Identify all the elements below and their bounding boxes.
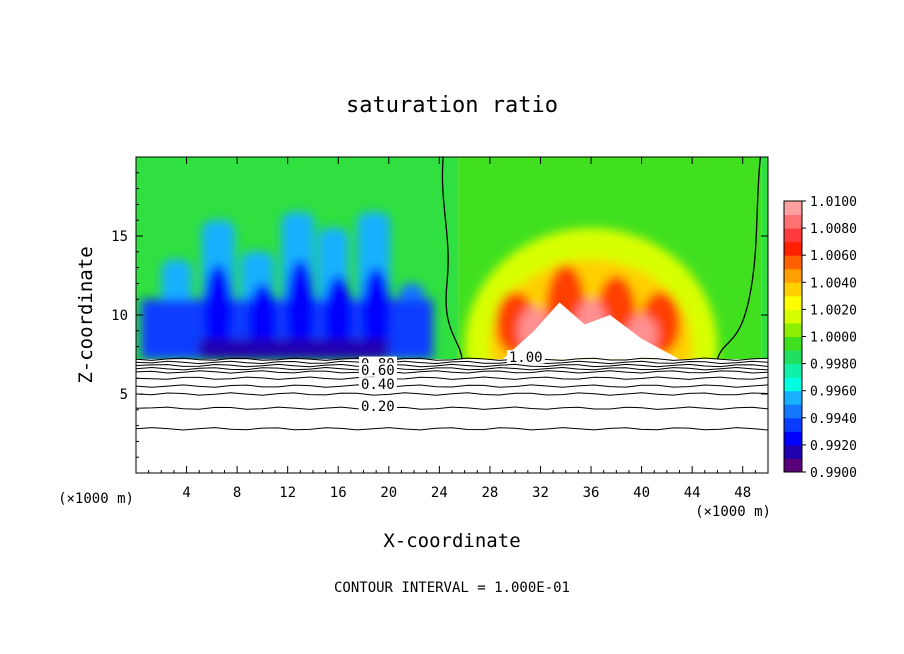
field-base-dark [199,338,389,360]
colorbar-swatch [784,309,802,324]
contour-line-2 [136,363,768,368]
x-tick-label: 48 [734,485,751,501]
chart-title: saturation ratio [346,93,558,118]
field-layer [136,157,768,473]
colorbar-swatch [784,228,802,243]
field-core-2 [286,259,315,360]
colorbar-swatch [784,336,802,351]
contour-line-7 [136,392,768,396]
contour-label-bg [358,362,397,376]
x-tick-label: 12 [279,485,296,501]
contour-label: 0.60 [361,363,395,379]
x-tick-label: 28 [481,485,498,501]
field-saturated-right [761,157,768,360]
contour-label: 1.00 [509,350,543,366]
contour-label: 0.20 [361,399,395,415]
x-tick-label: 8 [233,485,241,501]
x-tick-label: 4 [182,485,190,501]
colorbar-label: 1.0060 [810,249,857,264]
colorbar-swatch [784,201,802,216]
contour-line-1 [136,360,768,365]
y-axis-label: Z-coordinate [75,246,97,383]
contour-saturation-right [716,157,762,360]
field-clear-intrusion [502,302,680,360]
field-core-3 [324,275,353,360]
colorbar-swatch [784,431,802,446]
colorbar-swatch [784,282,802,297]
colorbar-swatch [784,363,802,378]
y-tick-label: 10 [111,308,128,324]
colorbar-swatch [784,444,802,459]
contour-saturation-left [441,157,463,360]
x-tick-label: 44 [684,485,701,501]
colorbar-swatch [784,268,802,283]
y-tick-label: 5 [120,387,128,403]
contour-lines [136,157,768,431]
colorbar: 1.0100 1.0080 1.0060 1.0040 1.0020 1.0000 0.99… [783,195,857,481]
colorbar-label: 0.9960 [810,385,857,400]
colorbar-swatch [784,350,802,365]
contour-interval-note: CONTOUR INTERVAL = 1.000E-01 [334,580,570,596]
colorbar-swatch [784,417,802,432]
colorbar-swatch [784,458,802,473]
colorbar-label: 1.0020 [810,303,857,318]
x-unit-left: (×1000 m) [58,491,134,507]
colorbar-label: 1.0000 [810,331,857,346]
colorbar-label: 0.9980 [810,358,857,373]
x-tick-label: 40 [633,485,650,501]
colorbar-swatch [784,404,802,419]
colorbar-label: 0.9920 [810,439,857,454]
x-tick-label: 16 [330,485,347,501]
contour-label-bg [358,377,397,391]
colorbar-swatch [784,241,802,256]
contour-line-3 [136,366,768,371]
y-axis-ticks: 5 10 15 [111,172,768,458]
colorbar-swatch [784,295,802,310]
contour-label: 0.40 [361,377,395,393]
contour-line-0 [136,357,768,361]
field-clear-air [136,359,768,473]
x-unit-right: (×1000 m) [695,504,771,520]
contour-line-6 [136,384,768,388]
contour-line-4 [136,370,768,374]
x-axis-ticks: 4 8 12 16 20 24 28 32 36 40 44 48 [148,157,756,501]
contour-label-bg [358,399,397,413]
colorbar-swatch [784,322,802,337]
colorbar-label: 1.0080 [810,222,857,237]
contour-line-9 [136,427,768,431]
contour-line-8 [136,406,768,410]
y-tick-label: 15 [111,229,128,245]
colorbar-label: 0.9940 [810,412,857,427]
colorbar-swatch [784,377,802,392]
x-tick-label: 20 [380,485,397,501]
field-core-0 [204,264,233,360]
contour-line-5 [136,376,768,380]
colorbar-swatch [784,214,802,229]
colorbar-swatch [784,390,802,405]
colorbar-label: 1.0100 [810,195,857,210]
x-tick-label: 24 [431,485,448,501]
contour-label-bg [506,350,545,364]
colorbar-swatch [784,255,802,270]
x-axis-label: X-coordinate [383,530,520,552]
contour-labels: 1.000.800.600.400.20 [358,350,545,415]
plot-area: 1.000.800.600.400.20 4812162024283236404… [111,156,769,501]
colorbar-label: 1.0040 [810,276,857,291]
x-tick-label: 36 [583,485,600,501]
field-core-4 [362,267,391,360]
x-tick-label: 32 [532,485,549,501]
colorbar-label: 0.9900 [810,466,857,481]
